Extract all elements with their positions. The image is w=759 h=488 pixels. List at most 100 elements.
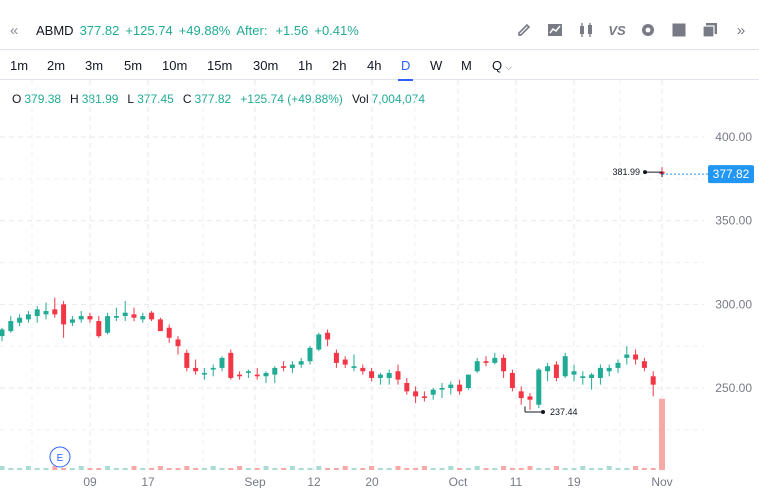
interval-4h[interactable]: 4h	[367, 58, 382, 73]
candle	[342, 359, 348, 365]
interval-3m[interactable]: 3m	[85, 58, 104, 73]
interval-15m[interactable]: 15m	[207, 58, 233, 73]
candle	[157, 319, 163, 332]
candle	[131, 314, 137, 318]
y-tick-label: 350.00	[715, 214, 752, 228]
candle	[184, 352, 190, 368]
interval-w[interactable]: W	[430, 58, 443, 73]
candle	[580, 376, 586, 378]
interval-1h[interactable]: 1h	[298, 58, 313, 73]
candle	[333, 352, 339, 363]
area-chart-icon[interactable]	[545, 20, 565, 40]
candle	[536, 369, 542, 405]
candle	[298, 361, 304, 365]
candlestick-icon[interactable]	[576, 20, 596, 40]
volume-bar	[474, 466, 480, 470]
volume-bar	[439, 468, 445, 470]
interval-30m[interactable]: 30m	[253, 58, 279, 73]
ohlc-open: 379.38	[24, 92, 62, 106]
candle	[430, 389, 436, 395]
candle	[8, 321, 14, 332]
candle	[105, 316, 111, 333]
interval-10m[interactable]: 10m	[162, 58, 188, 73]
double-chevron-left-icon[interactable]: «	[10, 21, 19, 39]
candle	[386, 372, 392, 378]
settings-icon[interactable]	[638, 20, 658, 40]
interval-5m[interactable]: 5m	[124, 58, 143, 73]
symbol-name[interactable]: ABMD	[36, 22, 74, 38]
candle	[272, 367, 278, 375]
candle	[43, 311, 49, 315]
volume-bar	[210, 466, 216, 470]
candle	[474, 361, 480, 372]
candle	[175, 339, 181, 347]
volume-bar	[589, 468, 595, 470]
volume-bar	[553, 466, 559, 470]
candle	[289, 364, 295, 368]
candle	[61, 304, 67, 325]
x-tick-label: Sep	[244, 475, 266, 488]
volume-bar	[360, 468, 366, 470]
volume-bar	[465, 468, 471, 470]
volume-bar	[298, 468, 304, 470]
volume-bar	[483, 468, 489, 470]
candle	[589, 374, 595, 378]
candle	[34, 309, 40, 317]
price-chart[interactable]: 400.00 350.00 300.00 250.00 09 17 Sep 12 20 Oct 11…	[0, 80, 759, 488]
interval-q[interactable]: Q ⌵	[492, 58, 512, 73]
volume-bar	[448, 466, 454, 470]
candle	[0, 329, 5, 337]
compare-vs-icon[interactable]: VS	[608, 22, 626, 38]
after-hours-pct: +0.41%	[314, 22, 359, 38]
volume-bar	[624, 468, 630, 470]
volume-bar	[606, 466, 612, 470]
volume-bar	[289, 466, 295, 470]
candle	[377, 374, 383, 378]
volume-bar	[597, 468, 603, 470]
earnings-event-marker[interactable]	[49, 446, 71, 468]
after-hours-label: After:	[236, 22, 268, 38]
volume-bar	[430, 468, 436, 470]
candle	[448, 384, 454, 388]
volume-bar	[166, 468, 172, 470]
interval-1m[interactable]: 1m	[10, 58, 29, 73]
interval-2h[interactable]: 2h	[332, 58, 347, 73]
candle	[149, 312, 155, 320]
chevron-down-icon: ⌵	[505, 62, 512, 72]
double-chevron-right-icon[interactable]: »	[736, 21, 746, 39]
volume-bar	[219, 468, 225, 470]
volume-bar	[263, 466, 269, 470]
candle	[263, 372, 269, 377]
x-tick-label: 19	[567, 475, 581, 488]
x-tick-label: Oct	[449, 475, 468, 488]
volume-bar	[201, 468, 207, 470]
after-hours-change: +1.56	[275, 22, 309, 38]
candle	[501, 357, 507, 372]
candle	[113, 316, 119, 318]
chart-toolbar: VS »	[514, 10, 751, 50]
candle	[553, 364, 559, 378]
volume-bar	[281, 468, 287, 470]
volume-bar	[43, 468, 49, 470]
interval-m[interactable]: M	[461, 58, 472, 73]
volume-bar	[641, 468, 647, 470]
volume-bar	[228, 468, 234, 470]
interval-2m[interactable]: 2m	[47, 58, 66, 73]
pencil-icon[interactable]	[514, 20, 534, 40]
volume-bar	[25, 466, 31, 470]
volume-bar	[78, 466, 84, 470]
x-tick-label: 11	[510, 475, 523, 488]
volume-bar	[325, 468, 331, 470]
candle	[17, 317, 23, 323]
candle	[360, 367, 366, 372]
earnings-event-label: E	[57, 453, 64, 464]
candle	[325, 332, 331, 340]
interval-d[interactable]: D	[397, 58, 414, 81]
volume-bar	[87, 468, 93, 470]
candle	[87, 316, 93, 320]
candle	[492, 357, 498, 363]
layers-icon[interactable]	[700, 20, 720, 40]
volume-bar	[17, 468, 23, 470]
square-icon[interactable]	[669, 20, 689, 40]
ohlc-high-label: H	[70, 92, 79, 106]
